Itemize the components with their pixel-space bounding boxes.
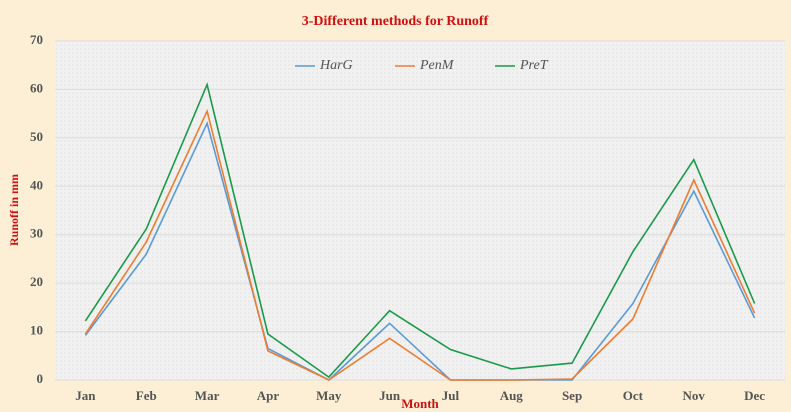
x-tick-label: Oct: [623, 388, 644, 403]
x-tick-label: Jul: [442, 388, 460, 403]
x-tick-label: Jan: [75, 388, 96, 403]
x-tick-label: Sep: [562, 388, 582, 403]
y-tick-label: 30: [30, 226, 43, 241]
x-tick-label: Feb: [136, 388, 157, 403]
x-axis-label: Month: [401, 396, 439, 411]
legend-label: HarG: [319, 58, 353, 73]
x-tick-label: Apr: [257, 388, 280, 403]
y-tick-label: 10: [30, 323, 43, 338]
x-tick-label: Mar: [195, 388, 220, 403]
series-line: [84, 120, 756, 381]
y-tick-label: 40: [30, 177, 43, 192]
y-tick-label: 50: [30, 129, 43, 144]
x-tick-label: Dec: [744, 388, 765, 403]
series-line: [84, 82, 756, 379]
y-tick-label: 70: [30, 32, 43, 47]
x-tick-label: May: [316, 388, 342, 403]
x-tick-label: Nov: [683, 388, 706, 403]
y-axis-label: Runoff in mm: [7, 174, 21, 246]
y-tick-label: 60: [30, 80, 43, 95]
y-tick-label: 0: [37, 371, 44, 386]
y-tick-label: 20: [30, 274, 43, 289]
chart-title: 3-Different methods for Runoff: [302, 14, 489, 29]
x-tick-label: Aug: [500, 388, 524, 403]
series-line: [84, 108, 756, 381]
legend-label: PreT: [519, 58, 549, 73]
x-tick-label: Jun: [379, 388, 401, 403]
plot-area: [55, 41, 785, 380]
legend-label: PenM: [419, 58, 455, 73]
